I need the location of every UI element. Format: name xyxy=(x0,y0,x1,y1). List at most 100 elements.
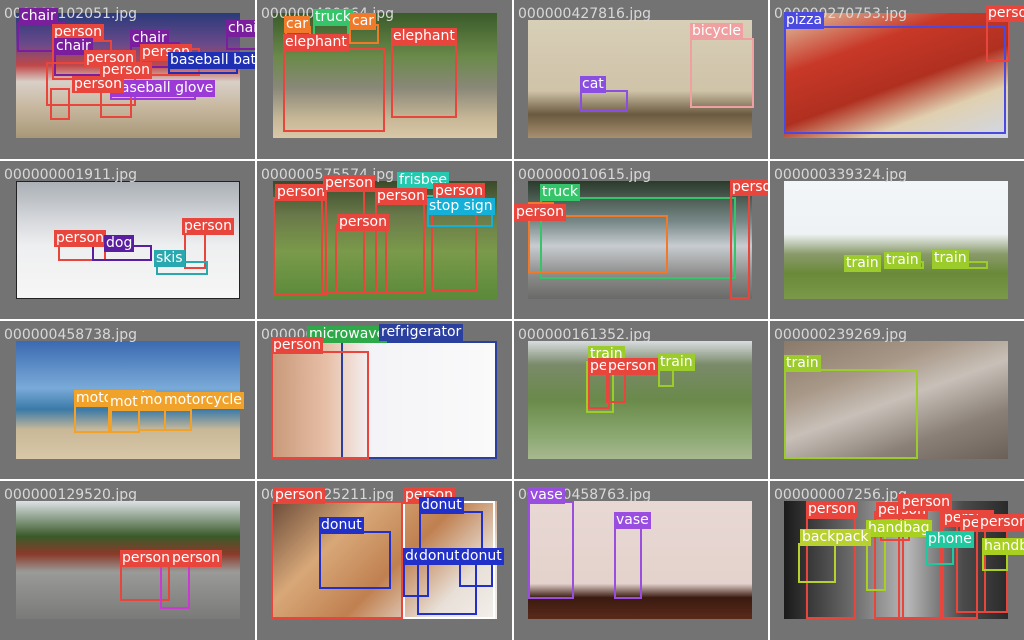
detection-label: cat xyxy=(580,76,606,93)
detection-label: car xyxy=(284,16,311,33)
photo xyxy=(784,13,1008,138)
image-tile: 000000458763.jpg vase vase xyxy=(514,481,768,640)
detection-box xyxy=(528,501,574,599)
detection-label: handbag xyxy=(866,520,932,537)
detection-box xyxy=(391,44,457,118)
detection-label: person xyxy=(806,501,858,518)
detection-label: person xyxy=(978,514,1024,531)
image-tile: 000000326550.jpg microwave refrigerator … xyxy=(257,321,512,479)
detection-label: person xyxy=(986,5,1024,22)
detection-label: person xyxy=(323,175,375,192)
detection-label: donut xyxy=(319,517,364,534)
detection-label: person xyxy=(337,214,389,231)
detection-label: refrigerator xyxy=(379,324,464,341)
filename: 000000339324.jpg xyxy=(774,167,907,183)
filename: 000000001911.jpg xyxy=(4,167,137,183)
detection-box xyxy=(427,213,493,227)
image-tile: 000000161352.jpg train person person tra… xyxy=(514,321,768,479)
detection-label: car xyxy=(350,13,377,30)
detection-label: person xyxy=(100,62,152,79)
image-tile: 000000007256.jpg person person person pe… xyxy=(770,481,1024,640)
detection-box xyxy=(459,563,493,587)
detection-label: elephant xyxy=(391,28,457,45)
detection-label: person xyxy=(606,358,658,375)
detection-box xyxy=(580,90,628,112)
detection-box xyxy=(798,543,836,583)
detection-label: stop sign xyxy=(427,198,495,215)
detection-label: elephant xyxy=(283,34,349,51)
detection-label: person xyxy=(730,179,768,196)
image-tile: 000000575574.jpg person person frisbee p… xyxy=(257,161,512,319)
detection-label: person xyxy=(433,183,485,200)
filename: 000000427816.jpg xyxy=(518,6,651,22)
detection-label: handbag xyxy=(982,538,1024,555)
detection-label: person xyxy=(375,188,427,205)
detection-box xyxy=(335,223,387,293)
filename: 000000129520.jpg xyxy=(4,487,137,503)
image-tile: 000000239269.jpg train xyxy=(770,321,1024,479)
detection-box xyxy=(341,341,497,459)
detection-label: train xyxy=(884,252,921,269)
photo xyxy=(784,341,1008,459)
filename: 000000007256.jpg xyxy=(774,487,907,503)
image-tile: 000000270753.jpg pizza person xyxy=(770,0,1024,159)
detection-label: person xyxy=(182,218,234,235)
detection-label: phone xyxy=(926,531,974,548)
image-tile: 000000129520.jpg person person xyxy=(0,481,255,640)
detection-box xyxy=(730,193,750,299)
filename: 000000239269.jpg xyxy=(774,327,907,343)
detection-box xyxy=(74,403,112,433)
detection-label: person xyxy=(54,230,106,247)
detection-label: person xyxy=(271,337,323,354)
detection-label: chair xyxy=(19,8,58,25)
detection-label: vase xyxy=(528,487,565,504)
detection-label: chair xyxy=(226,20,255,37)
detection-label: motorcycle xyxy=(162,392,244,409)
detection-label: train xyxy=(658,354,695,371)
detection-label: train xyxy=(784,355,821,372)
detection-label: person xyxy=(72,76,124,93)
image-tile: 000000010615.jpg truck car person person xyxy=(514,161,768,319)
detection-box xyxy=(271,351,369,459)
detection-label: train xyxy=(844,255,881,272)
detection-label: donut xyxy=(419,497,464,514)
detection-box xyxy=(528,215,668,273)
image-tile: 000000480664.jpg car truck car elephant … xyxy=(257,0,512,159)
detection-label: donut xyxy=(459,548,504,565)
image-tile: 000000339324.jpg train train train xyxy=(770,161,1024,319)
photo xyxy=(784,181,1008,299)
image-tile: 000000427816.jpg bicycle cat xyxy=(514,0,768,159)
detection-label: donut xyxy=(417,548,462,565)
detection-box xyxy=(658,369,674,387)
detection-label: chair xyxy=(54,38,93,55)
detection-box xyxy=(806,517,856,619)
image-tile: 000000025211.jpg person person donut don… xyxy=(257,481,512,640)
detection-box xyxy=(273,197,327,295)
image-tile: 000000001911.jpg person dog person skis xyxy=(0,161,255,319)
detection-label: bicycle xyxy=(690,23,743,40)
detection-box xyxy=(50,88,70,120)
detection-box xyxy=(160,565,190,609)
filename: 000000458738.jpg xyxy=(4,327,137,343)
photo xyxy=(271,341,497,459)
detection-label: microwave xyxy=(307,326,388,343)
detection-label: chair xyxy=(130,30,169,47)
detection-label: dog xyxy=(104,235,135,252)
detection-box xyxy=(283,48,385,132)
detection-label: vase xyxy=(614,512,651,529)
detection-label: person xyxy=(273,487,325,504)
detection-label: pizza xyxy=(784,12,825,29)
detection-box xyxy=(690,38,754,108)
detection-label: person xyxy=(514,204,566,221)
detection-label: person xyxy=(120,550,172,567)
detection-label: truck xyxy=(540,184,580,201)
detection-label: skis xyxy=(154,250,185,267)
image-tile: 000000102051.jpg chair chair person chai… xyxy=(0,0,255,159)
detection-box xyxy=(540,197,736,279)
detection-box xyxy=(319,531,391,589)
filename: 000000010615.jpg xyxy=(518,167,651,183)
detection-box xyxy=(271,501,403,619)
detection-label: person xyxy=(900,494,952,511)
detection-label: backpack xyxy=(800,529,871,546)
detection-box xyxy=(926,545,954,565)
